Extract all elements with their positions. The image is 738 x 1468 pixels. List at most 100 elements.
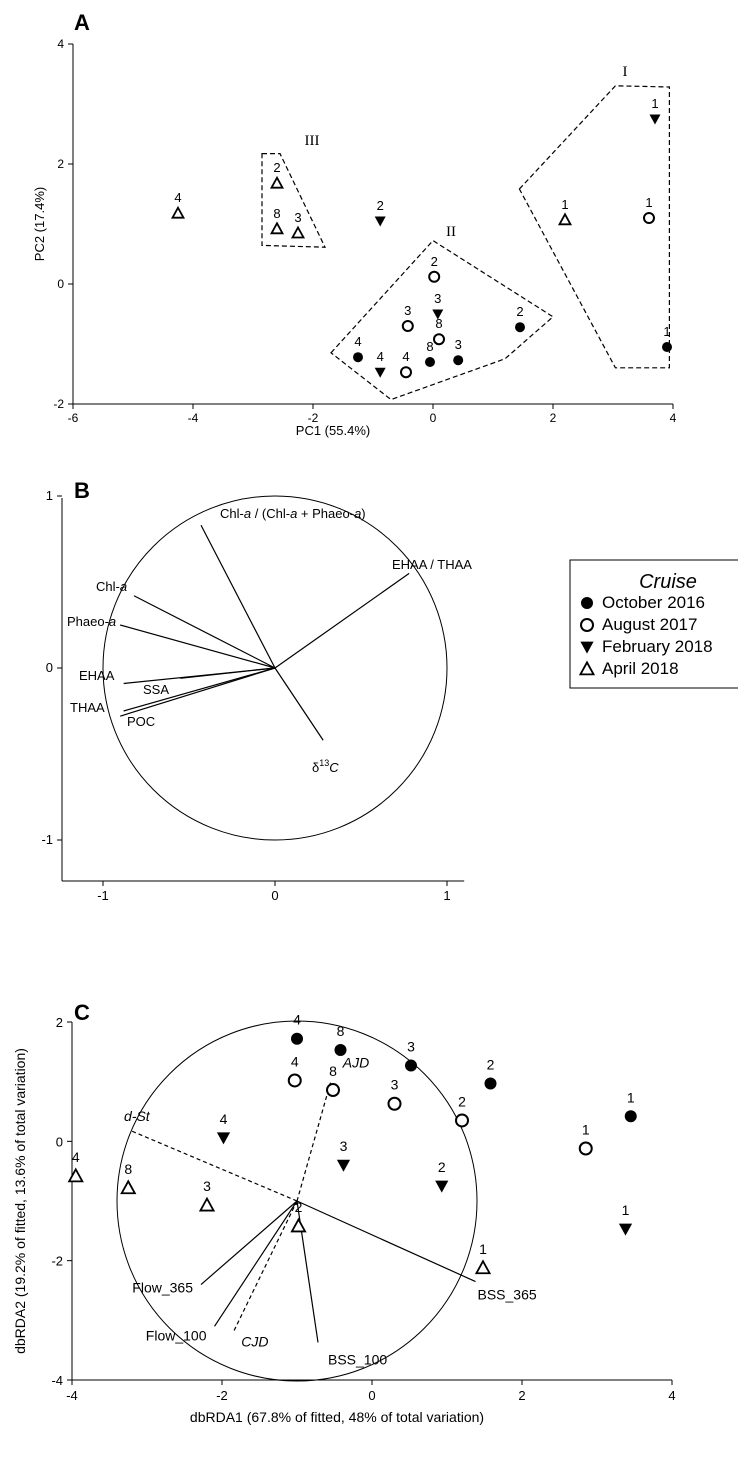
- panel-a-group-ii: II: [330, 224, 554, 401]
- panel-b-plot: -1 0 1 -1 0 1: [41, 488, 465, 903]
- point-label: 4: [220, 1111, 228, 1127]
- legend-marker-october-2016: [581, 597, 593, 609]
- legend-marker-april-2018: [578, 660, 596, 676]
- group-ii-label: II: [446, 224, 456, 240]
- point-label: 1: [479, 1241, 487, 1257]
- label-chl-ratio: Chl-a / (Chl-a + Phaeo-a): [220, 506, 366, 521]
- point-label: 2: [431, 254, 438, 269]
- point-label: 1: [561, 197, 568, 212]
- correlation-circle: [116, 1020, 478, 1382]
- point-february-2018-3: [432, 309, 444, 320]
- vector-flow-365: [200, 1200, 298, 1285]
- correlation-circle: [102, 495, 448, 841]
- point-label: 3: [434, 291, 441, 306]
- y-axis-title: dbRDA2 (19.2% of fitted, 13.6% of total …: [12, 1048, 28, 1354]
- x-tick-label: -4: [66, 1388, 78, 1403]
- point-label: 4: [72, 1149, 80, 1165]
- point-label: 8: [435, 316, 442, 331]
- point-april-2018-4: [170, 205, 186, 219]
- point-february-2018-2: [374, 216, 386, 227]
- point-february-2018-4: [216, 1132, 231, 1145]
- point-label: 3: [455, 337, 462, 352]
- vector-label-cjd: CJD: [241, 1333, 268, 1349]
- vector-13c: [274, 667, 324, 741]
- point-label: 2: [273, 160, 280, 175]
- point-february-2018-2: [435, 1180, 449, 1193]
- series-august-2017: 1 2 3 4 8: [400, 195, 655, 379]
- legend-marker-february-2018: [580, 641, 594, 654]
- point-april-2018-2: [269, 175, 285, 189]
- vector-bss-365: [296, 1200, 476, 1283]
- point-october-2016-4: [353, 352, 363, 363]
- panel-c-letter: C: [74, 1000, 90, 1025]
- point-april-2018-1: [557, 212, 573, 226]
- point-april-2018-3: [290, 225, 306, 239]
- label-ssa: SSA: [143, 682, 169, 697]
- point-april-2018-8: [269, 221, 285, 235]
- panel-a-letter: A: [74, 10, 90, 35]
- point-label: 2: [438, 1159, 446, 1175]
- point-label: 3: [404, 303, 411, 318]
- point-label: 1: [627, 1089, 635, 1105]
- series-october-2016: 1 2 3 4 8: [353, 304, 672, 367]
- label-phaeo: Phaeo-a: [67, 614, 116, 629]
- group-iii-outline: [261, 153, 326, 248]
- point-label: 4: [354, 334, 361, 349]
- point-label: 8: [124, 1161, 132, 1177]
- point-august-2017-3: [401, 320, 414, 332]
- vector-cjd: [232, 1200, 298, 1333]
- point-august-2017-8: [326, 1083, 340, 1098]
- series-february-2018: 1 2 3 4: [374, 96, 661, 378]
- point-august-2017-1: [578, 1141, 593, 1156]
- vector-label-d-st: d-St: [124, 1108, 151, 1124]
- point-april-2018-4: [67, 1167, 84, 1183]
- series-october-2016: 1 2 3 4 8: [291, 1012, 637, 1123]
- y-tick-label: 0: [56, 1134, 63, 1149]
- y-tick-label: 2: [57, 157, 64, 171]
- point-label: 2: [516, 304, 523, 319]
- y-axis-title: PC2 (17.4%): [32, 187, 47, 261]
- point-label: 4: [402, 349, 409, 364]
- vector-chl-a: [133, 595, 276, 669]
- point-october-2016-2: [515, 322, 525, 333]
- label-d13c: δ13C: [312, 758, 339, 775]
- legend-items: October 2016 August 2017 February 2018 Apri…: [578, 593, 713, 678]
- point-label: 3: [407, 1039, 415, 1055]
- point-august-2017-2: [455, 1113, 469, 1128]
- series-august-2017: 1 2 3 4 8: [287, 1053, 593, 1156]
- vector-ssa: [180, 667, 276, 679]
- legend-label-february-2018: February 2018: [602, 637, 713, 656]
- point-august-2017-4: [287, 1073, 302, 1088]
- point-august-2017-8: [433, 333, 445, 346]
- vector-ehaa-thaa: [274, 572, 410, 669]
- y-tick-label: -4: [51, 1373, 63, 1388]
- x-tick-label: -2: [216, 1388, 228, 1403]
- x-tick-label: -1: [97, 888, 109, 903]
- point-label: 2: [295, 1199, 303, 1215]
- point-label: 4: [174, 190, 181, 205]
- point-october-2016-2: [484, 1077, 497, 1090]
- point-label: 3: [391, 1077, 399, 1093]
- point-label: 1: [663, 324, 670, 339]
- label-thaa: THAA: [70, 700, 105, 715]
- y-tick-label: 4: [57, 37, 64, 51]
- x-tick-label: 0: [271, 888, 278, 903]
- series-april-2018: 1 2 3 4 8: [170, 160, 573, 239]
- panel-c-plot: -4 -2 0 2 4 -4 -2 0 2 dbRDA1 (67.8% of fitted, 48…: [12, 1012, 676, 1425]
- point-august-2017-4: [400, 366, 412, 379]
- point-april-2018-1: [474, 1259, 492, 1275]
- legend-label-october-2016: October 2016: [602, 593, 705, 612]
- point-label: 1: [622, 1202, 630, 1218]
- label-chla: Chl-a: [96, 579, 127, 594]
- group-iii-label: III: [305, 133, 320, 149]
- point-april-2018-3: [198, 1196, 216, 1212]
- vector-thaa: [120, 667, 276, 717]
- x-tick-label: -2: [308, 411, 319, 425]
- panel-b-vector-labels: Chl-a / (Chl-a + Phaeo-a) Chl-a Phaeo-a …: [67, 506, 472, 775]
- point-april-2018-8: [120, 1179, 137, 1195]
- vector-poc: [123, 667, 276, 712]
- point-label: 1: [582, 1121, 590, 1137]
- point-label: 4: [377, 349, 384, 364]
- legend-label-april-2018: April 2018: [602, 659, 679, 678]
- point-april-2018-2: [290, 1217, 307, 1233]
